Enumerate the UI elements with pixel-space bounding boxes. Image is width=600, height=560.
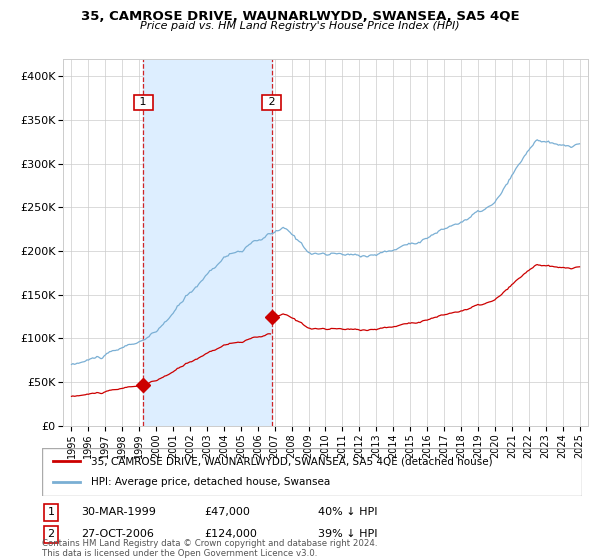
Text: 35, CAMROSE DRIVE, WAUNARLWYDD, SWANSEA, SA5 4QE: 35, CAMROSE DRIVE, WAUNARLWYDD, SWANSEA,…	[80, 10, 520, 23]
Text: 39% ↓ HPI: 39% ↓ HPI	[318, 529, 377, 539]
Text: Price paid vs. HM Land Registry's House Price Index (HPI): Price paid vs. HM Land Registry's House …	[140, 21, 460, 31]
Text: Contains HM Land Registry data © Crown copyright and database right 2024.
This d: Contains HM Land Registry data © Crown c…	[42, 539, 377, 558]
Text: 2: 2	[265, 97, 279, 108]
Text: HPI: Average price, detached house, Swansea: HPI: Average price, detached house, Swan…	[91, 477, 330, 487]
Text: £47,000: £47,000	[204, 507, 250, 517]
Text: 27-OCT-2006: 27-OCT-2006	[81, 529, 154, 539]
Text: 1: 1	[47, 507, 55, 517]
Text: 30-MAR-1999: 30-MAR-1999	[81, 507, 156, 517]
Text: 40% ↓ HPI: 40% ↓ HPI	[318, 507, 377, 517]
Text: £124,000: £124,000	[204, 529, 257, 539]
Text: 2: 2	[47, 529, 55, 539]
Text: 1: 1	[136, 97, 151, 108]
Bar	[143, 59, 272, 426]
Text: 35, CAMROSE DRIVE, WAUNARLWYDD, SWANSEA, SA5 4QE (detached house): 35, CAMROSE DRIVE, WAUNARLWYDD, SWANSEA,…	[91, 456, 492, 466]
